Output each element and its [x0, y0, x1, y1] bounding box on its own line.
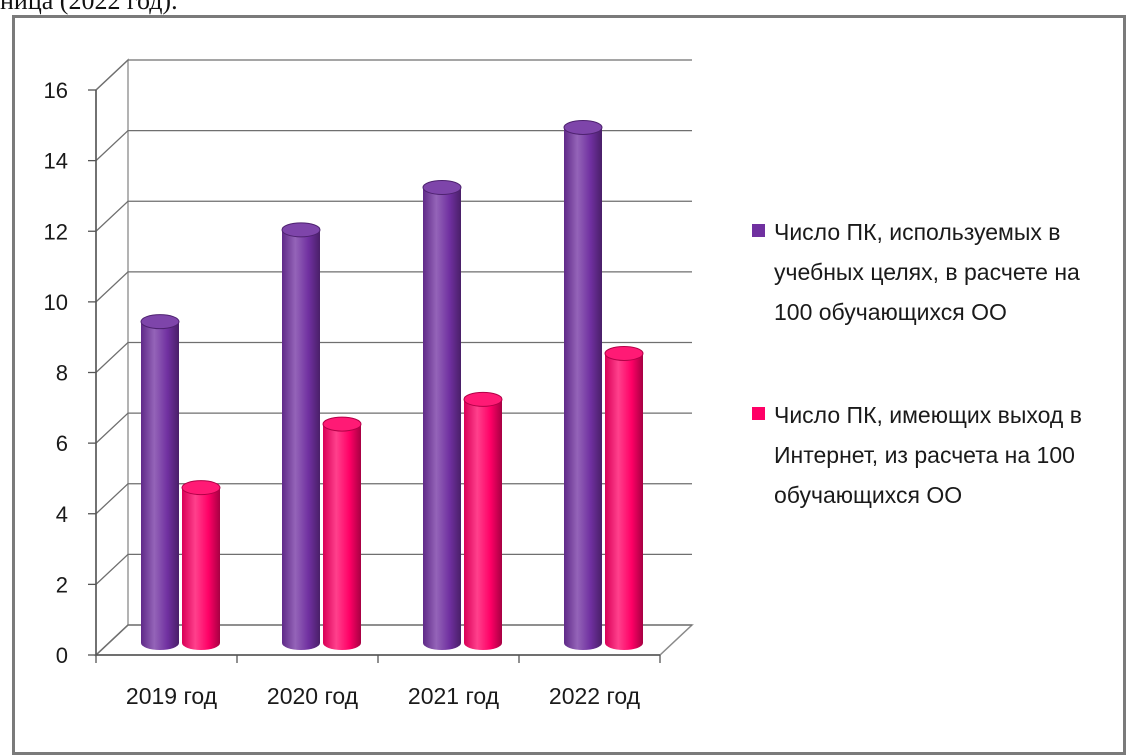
tick-labels: 0 2 4 6 8 10 12 14 16 2019 год 2020 год 2021 год 202…: [44, 78, 641, 709]
gridline: [95, 483, 692, 515]
legend-label-series-2: Число ПК, имеющих выход в Интернет, из р…: [774, 402, 1082, 508]
gridline: [95, 341, 692, 373]
bars: [140, 119, 644, 650]
legend-item-series-2: Число ПК, имеющих выход в Интернет, из р…: [752, 395, 1122, 515]
bar-body: [323, 424, 361, 650]
bar-2-4: [604, 345, 644, 650]
bar-body: [564, 127, 602, 650]
bar-top: [604, 345, 644, 361]
bar-2-3: [463, 391, 503, 650]
y-tick-label: 10: [44, 290, 68, 315]
gridline: [95, 553, 692, 585]
bar-2-2: [322, 416, 362, 650]
bar-body: [464, 399, 502, 650]
bar-top: [281, 222, 321, 238]
y-tick-label: 14: [44, 149, 68, 174]
bar-2-1: [181, 480, 221, 650]
bar-1-4: [563, 119, 603, 650]
caption-text: ница (2022 год).: [0, 0, 178, 15]
gridline: [95, 412, 692, 444]
gridline: [95, 271, 692, 303]
gridline: [95, 59, 692, 91]
y-tick-label: 16: [44, 78, 68, 103]
legend-swatch-series-1: [752, 224, 765, 237]
bar-body: [423, 187, 461, 650]
bar-body: [282, 229, 320, 650]
y-tick-label: 0: [56, 643, 68, 668]
bar-top: [422, 179, 462, 195]
y-tick-label: 8: [56, 361, 68, 386]
y-tick-label: 12: [44, 219, 68, 244]
y-tick-label: 4: [56, 502, 68, 527]
bar-body: [605, 353, 643, 650]
bar-body: [182, 487, 220, 650]
bar-1-3: [422, 179, 462, 650]
x-tick-label: 2021 год: [408, 683, 500, 709]
gridline: [95, 624, 692, 656]
bar-top: [181, 480, 221, 496]
y-tick-label: 6: [56, 431, 68, 456]
legend-swatch-series-2: [752, 407, 765, 420]
bar-1-2: [281, 222, 321, 650]
legend-label-series-1: Число ПК, используемых в учебных целях, …: [774, 219, 1080, 325]
gridline: [95, 129, 692, 162]
legend-item-series-1: Число ПК, используемых в учебных целях, …: [752, 212, 1122, 332]
axes: [88, 89, 661, 663]
bar-top: [563, 119, 603, 135]
gridlines: [95, 59, 692, 656]
bar-top: [140, 314, 180, 330]
y-tick-label: 2: [56, 572, 68, 597]
gridline: [95, 200, 692, 232]
x-tick-label: 2022 год: [549, 683, 641, 709]
bar-1-1: [140, 314, 180, 650]
bar-chart: 0 2 4 6 8 10 12 14 16 2019 год 2020 год 2021 год 202…: [44, 58, 694, 709]
x-tick-label: 2019 год: [126, 683, 218, 709]
bar-top: [322, 416, 362, 432]
bar-body: [141, 321, 179, 650]
x-tick-label: 2020 год: [267, 683, 359, 709]
bar-top: [463, 391, 503, 407]
